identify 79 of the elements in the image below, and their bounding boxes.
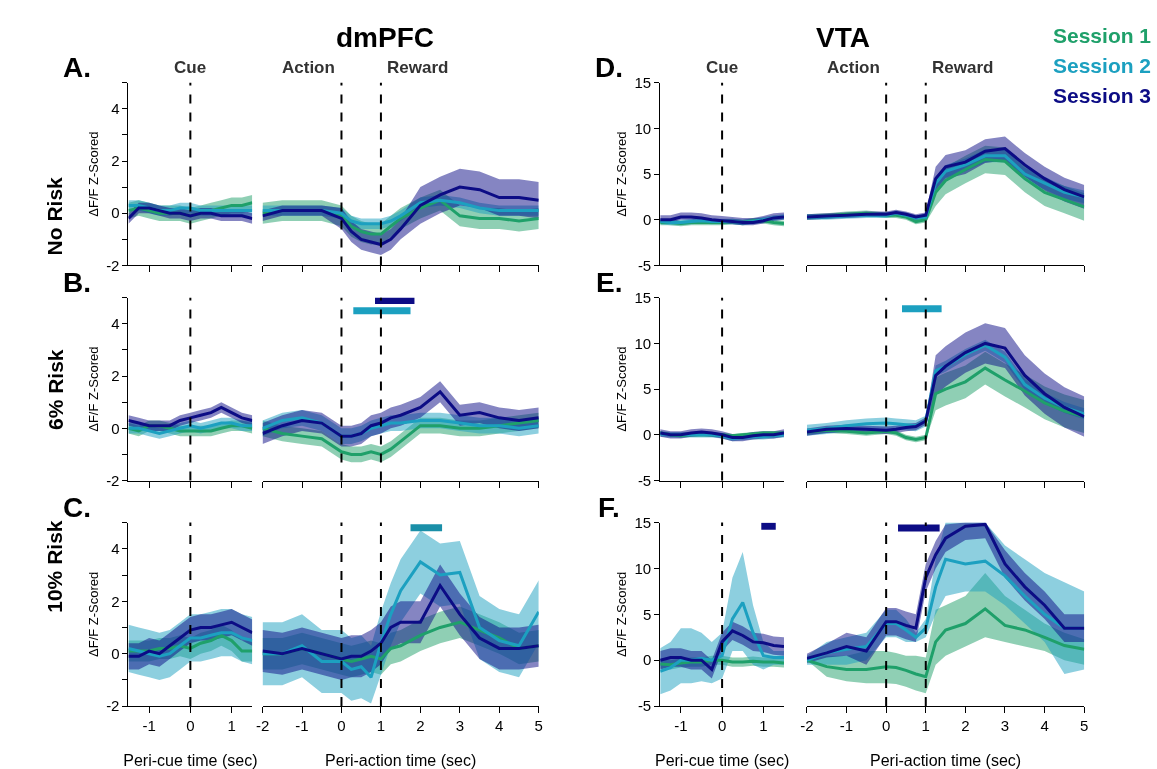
x-tick-label: 1 [759, 717, 768, 735]
ref-line-label: Action [282, 58, 335, 77]
y-axis-title: ΔF/F Z-Scored [86, 131, 102, 217]
x-axis-title: Peri-action time (sec) [325, 752, 477, 769]
x-tick-label: -1 [295, 717, 309, 735]
y-axis-title: ΔF/F Z-Scored [614, 571, 630, 657]
text: VTA [816, 22, 870, 53]
y-tick-label: 0 [111, 419, 120, 437]
chart-title: E. [596, 267, 623, 298]
y-tick-label: 0 [111, 204, 120, 222]
y-tick-label: 5 [642, 380, 652, 398]
x-tick-label: -1 [142, 717, 156, 735]
y-tick-label: -2 [106, 256, 120, 274]
x-tick-label: 5 [1080, 717, 1089, 735]
text: Session 1 [1053, 24, 1152, 47]
chart-title: C. [63, 492, 91, 523]
y-tick-label: -5 [637, 256, 652, 274]
ref-line-label: Reward [932, 58, 994, 77]
y-tick-label: 4 [111, 540, 120, 558]
y-tick-label: 10 [634, 334, 652, 352]
text: dmPFC [336, 22, 434, 53]
y-tick-label: -5 [637, 471, 652, 489]
x-axis-title: Peri-cue time (sec) [654, 752, 790, 769]
y-tick-label: 2 [111, 152, 120, 170]
y-tick-label: 0 [111, 644, 120, 662]
chart-title: D. [595, 52, 623, 83]
x-tick-label: 0 [337, 717, 346, 735]
y-tick-label: 5 [642, 165, 652, 183]
x-tick-label: 5 [534, 717, 543, 735]
x-tick-label: 2 [961, 717, 970, 735]
x-tick-label: 4 [1040, 717, 1049, 735]
x-tick-label: 3 [1000, 717, 1010, 735]
x-tick-label: -1 [839, 717, 854, 735]
x-tick-label: 1 [227, 717, 236, 735]
y-tick-label: -2 [106, 471, 120, 489]
ref-line-label: Reward [387, 58, 449, 77]
chart-title: A. [63, 52, 91, 83]
y-tick-label: 5 [642, 605, 652, 623]
y-tick-label: 0 [642, 426, 652, 444]
y-tick-label: 2 [111, 592, 120, 610]
ref-line-label: Cue [174, 58, 207, 77]
x-tick-label: -1 [674, 717, 688, 735]
x-tick-label: -2 [255, 717, 270, 735]
y-tick-label: 10 [634, 119, 652, 137]
y-tick-label: -2 [106, 697, 120, 715]
x-tick-label: 4 [495, 717, 504, 735]
ref-line-label: Action [827, 58, 880, 77]
y-axis-title: ΔF/F Z-Scored [86, 571, 102, 657]
x-tick-label: 1 [376, 717, 386, 735]
ref-line-label: Cue [706, 58, 739, 77]
y-tick-label: 4 [111, 100, 120, 118]
x-tick-label: 3 [455, 717, 465, 735]
y-tick-label: 0 [642, 211, 652, 228]
x-tick-label: 0 [881, 717, 891, 735]
y-tick-label: 10 [634, 559, 652, 577]
text: 6% Risk [43, 349, 67, 431]
chart-title: B. [63, 267, 91, 298]
y-tick-label: 15 [634, 289, 652, 307]
y-tick-label: 4 [111, 315, 120, 333]
y-axis-title: ΔF/F Z-Scored [614, 131, 630, 217]
y-tick-label: 15 [634, 513, 652, 531]
text: Session 2 [1053, 54, 1152, 77]
y-tick-label: 0 [642, 651, 652, 669]
x-tick-label: 0 [717, 717, 727, 735]
y-tick-label: -5 [637, 697, 652, 715]
x-tick-label: 0 [186, 717, 195, 735]
y-axis-title: ΔF/F Z-Scored [614, 346, 630, 432]
text: No Risk [43, 176, 67, 256]
y-tick-label: 2 [111, 367, 120, 385]
x-tick-label: -2 [800, 717, 814, 735]
text: Session 3 [1053, 84, 1152, 107]
text: 10% Risk [43, 520, 67, 613]
x-axis-title: Peri-action time (sec) [870, 752, 1022, 769]
chart-title: F. [598, 492, 620, 523]
x-tick-label: 2 [416, 717, 425, 735]
y-tick-label: 15 [634, 73, 652, 91]
y-axis-title: ΔF/F Z-Scored [86, 346, 102, 432]
x-tick-label: 1 [921, 717, 930, 735]
x-axis-title: Peri-cue time (sec) [123, 752, 258, 769]
